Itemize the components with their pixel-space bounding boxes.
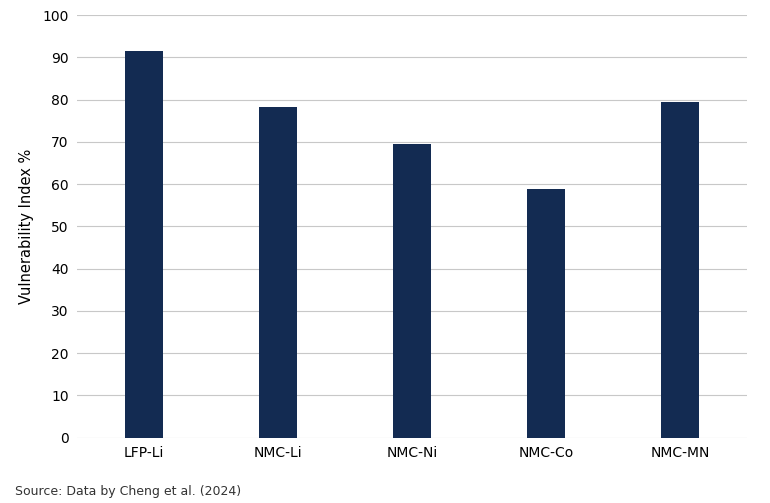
Text: Source: Data by Cheng et al. (2024): Source: Data by Cheng et al. (2024) (15, 485, 242, 498)
Bar (527, 189, 564, 438)
Bar (393, 144, 430, 438)
Y-axis label: Vulnerability Index %: Vulnerability Index % (19, 149, 34, 304)
Bar (259, 107, 296, 438)
Bar (661, 102, 698, 438)
Bar (126, 51, 162, 438)
